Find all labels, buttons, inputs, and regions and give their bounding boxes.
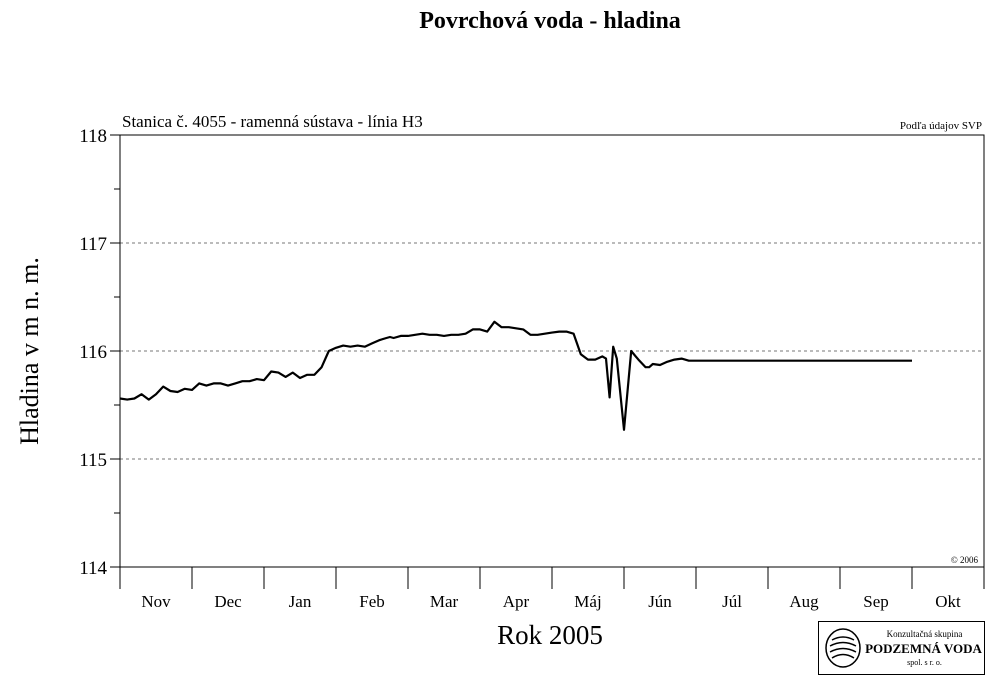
x-tick-label: Sep bbox=[863, 592, 889, 611]
logo-line-1: Konzultačná skupina bbox=[886, 629, 963, 639]
y-axis-label: Hladina v m n. m. bbox=[15, 257, 44, 445]
x-tick-label: Apr bbox=[503, 592, 530, 611]
x-tick-label: Aug bbox=[789, 592, 819, 611]
y-tick-label: 118 bbox=[79, 126, 107, 147]
chart-title: Povrchová voda - hladina bbox=[419, 8, 681, 34]
chart-subtitle: Stanica č. 4055 - ramenná sústava - líni… bbox=[122, 112, 423, 131]
x-tick-label: Mar bbox=[430, 592, 459, 611]
x-tick-label: Okt bbox=[935, 592, 961, 611]
logo-company-name: PODZEMNÁ VODA bbox=[865, 641, 982, 656]
x-tick-label: Jan bbox=[289, 592, 312, 611]
x-tick-label: Dec bbox=[214, 592, 242, 611]
y-axis: 114 115 116 117 118 bbox=[79, 126, 120, 579]
y-tick-label: 116 bbox=[79, 342, 107, 363]
gridlines bbox=[120, 242, 984, 460]
x-axis-label: Rok 2005 bbox=[497, 620, 603, 650]
x-tick-label: Máj bbox=[574, 592, 601, 611]
copyright-note: © 2006 bbox=[951, 555, 979, 565]
x-tick-label: Jún bbox=[648, 592, 672, 611]
series-line bbox=[119, 320, 912, 431]
y-tick-label: 117 bbox=[79, 234, 107, 255]
x-tick-label: Feb bbox=[359, 592, 385, 611]
x-tick-label: Júl bbox=[722, 592, 742, 611]
logo-mark-icon bbox=[825, 628, 861, 668]
x-tick-label: Nov bbox=[141, 592, 171, 611]
y-tick-label: 115 bbox=[79, 450, 107, 471]
source-note: Podľa údajov SVP bbox=[900, 120, 982, 132]
x-axis: Nov Dec Jan Feb Mar Apr Máj Jún Júl Aug Sep Okt bbox=[119, 567, 985, 611]
y-tick-label: 114 bbox=[79, 558, 107, 579]
company-logo: Konzultačná skupina PODZEMNÁ VODA spol. … bbox=[818, 621, 985, 675]
logo-line-3: spol. s r. o. bbox=[907, 658, 942, 667]
